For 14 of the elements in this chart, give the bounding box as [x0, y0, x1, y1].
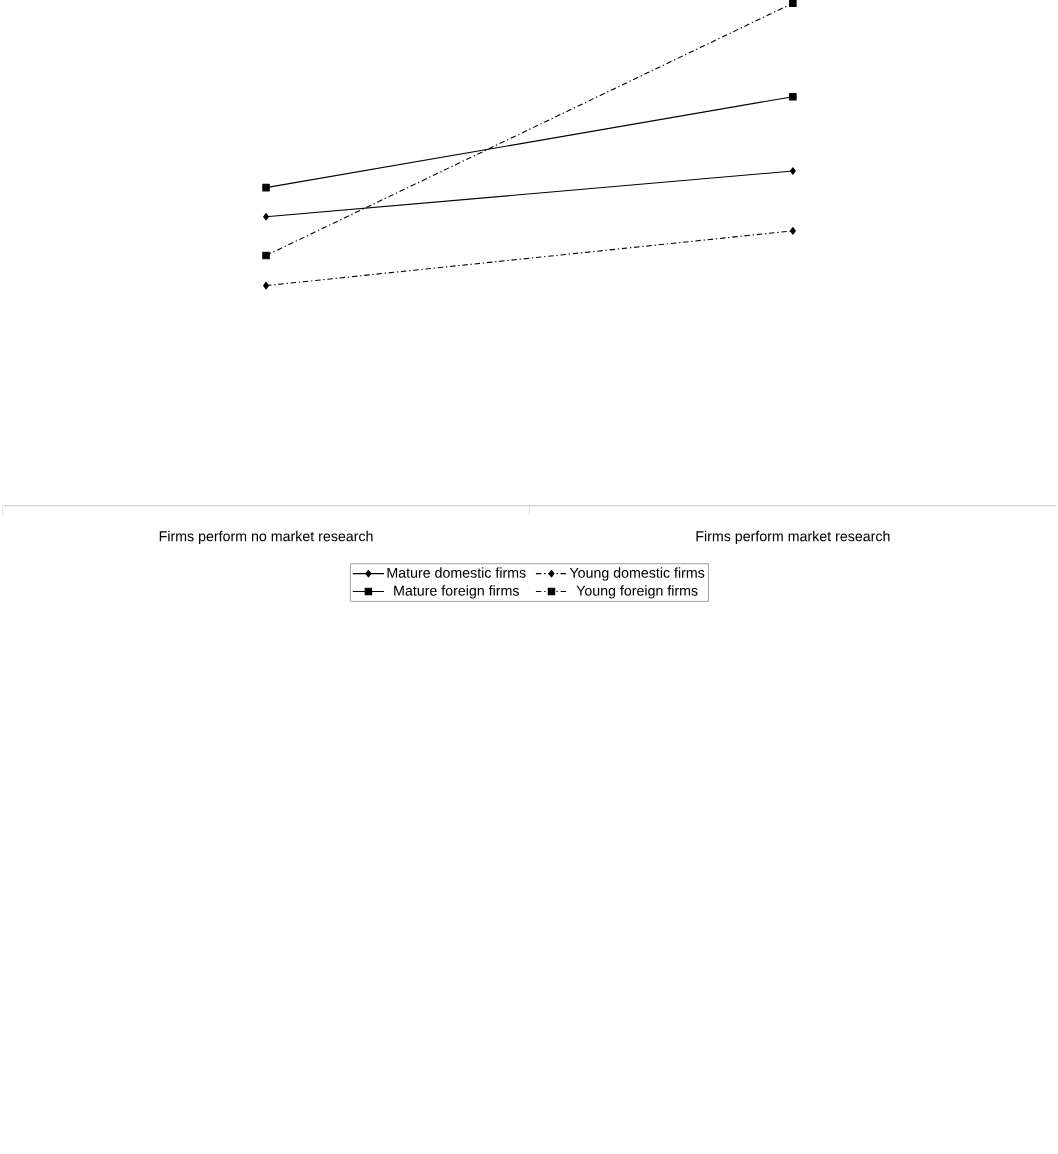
- point: [789, 92, 797, 101]
- legend-label: Mature domestic firms: [387, 567, 526, 578]
- x-tick-label: Firms perform no market research: [159, 530, 373, 545]
- point: [789, 0, 797, 7]
- point: [262, 183, 270, 192]
- point: [789, 227, 796, 235]
- point: [789, 167, 796, 175]
- point: [262, 213, 269, 221]
- legend-label: Young foreign firms: [576, 585, 698, 599]
- point: [262, 251, 270, 260]
- point: [262, 281, 269, 290]
- legend-label: Young domestic firms: [569, 567, 705, 581]
- legend-label: Mature foreign firms: [394, 585, 519, 599]
- x-tick-label: Firms perform market research: [696, 530, 890, 545]
